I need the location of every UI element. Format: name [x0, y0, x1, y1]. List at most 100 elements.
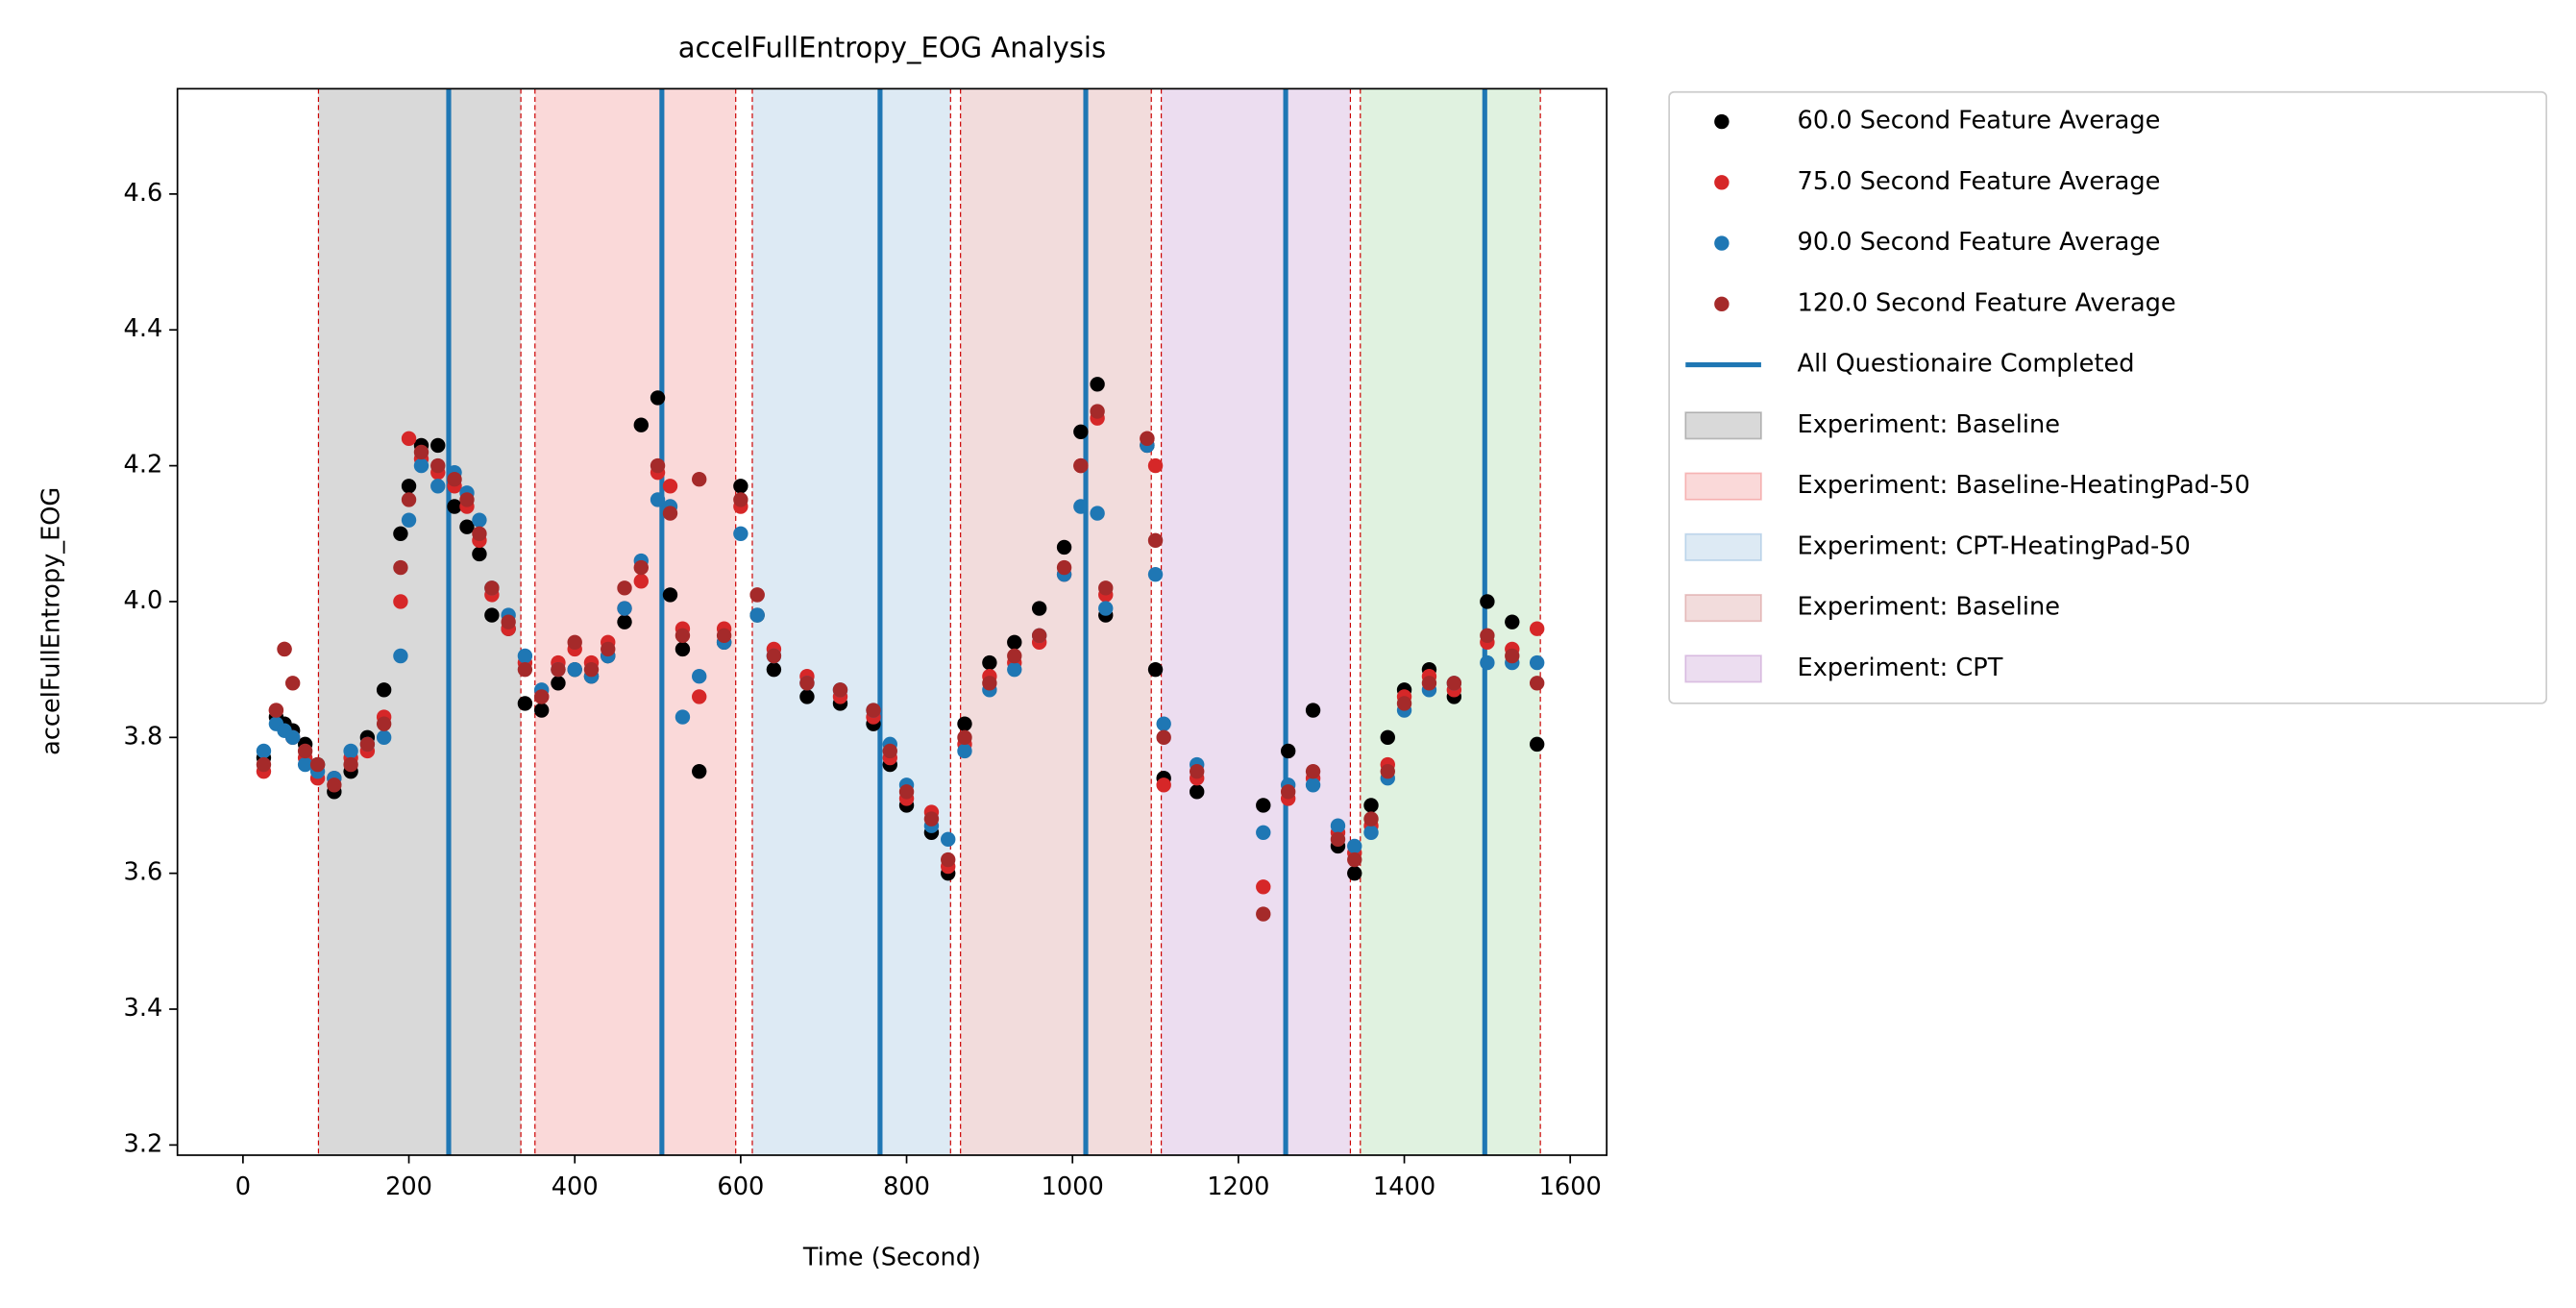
point: [957, 743, 972, 759]
point: [533, 703, 550, 718]
point: [343, 743, 358, 759]
point: [393, 559, 408, 576]
point: [1090, 506, 1105, 521]
legend: [1668, 90, 2548, 704]
point: [1330, 818, 1346, 833]
point: [799, 676, 815, 691]
point: [650, 390, 666, 406]
point: [1098, 580, 1114, 596]
point: [1090, 377, 1105, 392]
point: [413, 457, 429, 474]
y-tick-label: 3.2: [124, 1129, 163, 1158]
point: [1098, 601, 1114, 616]
span: [534, 88, 736, 1155]
point: [633, 574, 649, 589]
point: [501, 614, 516, 629]
point: [343, 756, 358, 773]
point: [1147, 457, 1164, 474]
point: [1031, 628, 1047, 643]
point: [1190, 784, 1205, 800]
point: [749, 607, 765, 623]
point: [1056, 559, 1072, 576]
point: [898, 784, 915, 800]
point: [957, 716, 972, 731]
span: [751, 88, 951, 1155]
x-tick-label: 1200: [1207, 1172, 1269, 1201]
point: [923, 811, 940, 827]
point: [376, 716, 392, 731]
point: [583, 661, 600, 678]
point: [982, 654, 997, 671]
legend-label: Experiment: Baseline-HeatingPad-50: [1798, 471, 2250, 500]
point: [633, 417, 649, 432]
point: [447, 472, 462, 487]
point: [447, 499, 462, 514]
point: [401, 492, 417, 507]
point: [957, 729, 972, 746]
x-tick-label: 600: [717, 1172, 764, 1201]
point: [517, 648, 533, 664]
point: [1330, 831, 1346, 848]
point: [1396, 696, 1412, 711]
legend-label: 75.0 Second Feature Average: [1798, 167, 2161, 196]
point: [430, 479, 446, 494]
point: [1147, 532, 1164, 549]
point: [277, 641, 292, 657]
point: [662, 587, 678, 603]
point: [401, 512, 417, 528]
point: [1480, 594, 1495, 609]
point: [1190, 763, 1205, 779]
point: [1529, 621, 1545, 636]
point: [1031, 601, 1047, 616]
point: [551, 676, 566, 691]
point: [567, 634, 582, 651]
point: [567, 661, 582, 678]
point: [401, 479, 417, 494]
point: [393, 648, 408, 664]
point: [633, 559, 649, 576]
point: [533, 689, 550, 704]
point: [1256, 798, 1271, 813]
point: [1347, 838, 1362, 854]
y-tick-label: 4.4: [124, 314, 163, 343]
legend-label: 60.0 Second Feature Average: [1798, 107, 2161, 136]
point: [1256, 879, 1271, 895]
span: [1161, 88, 1351, 1155]
point: [1140, 431, 1155, 447]
point: [1073, 424, 1089, 439]
point: [1305, 777, 1321, 793]
point: [675, 628, 691, 643]
legend-patch: [1684, 472, 1762, 501]
point: [1156, 716, 1171, 731]
y-tick-label: 4.2: [124, 451, 163, 480]
point: [284, 676, 301, 691]
point: [766, 648, 782, 664]
point: [1056, 539, 1072, 555]
point: [413, 444, 429, 460]
point: [866, 703, 881, 718]
point: [882, 743, 897, 759]
point: [1090, 404, 1105, 419]
point: [662, 506, 678, 521]
point: [393, 594, 408, 609]
marks: [256, 377, 1545, 922]
point: [1380, 729, 1395, 746]
point: [749, 587, 765, 603]
point: [472, 546, 487, 562]
x-tick-label: 1000: [1042, 1172, 1104, 1201]
point: [376, 729, 392, 746]
point: [1305, 703, 1321, 718]
point: [1529, 676, 1545, 691]
legend-label: All Questionaire Completed: [1798, 350, 2135, 379]
point: [1505, 648, 1520, 664]
point: [1147, 566, 1164, 582]
legend-patch: [1684, 532, 1762, 561]
x-tick-label: 1400: [1373, 1172, 1435, 1201]
point: [1363, 825, 1379, 840]
y-tick-label: 4.6: [124, 179, 163, 208]
point: [675, 709, 691, 725]
point: [617, 614, 632, 629]
point: [297, 756, 313, 773]
point: [1073, 499, 1089, 514]
